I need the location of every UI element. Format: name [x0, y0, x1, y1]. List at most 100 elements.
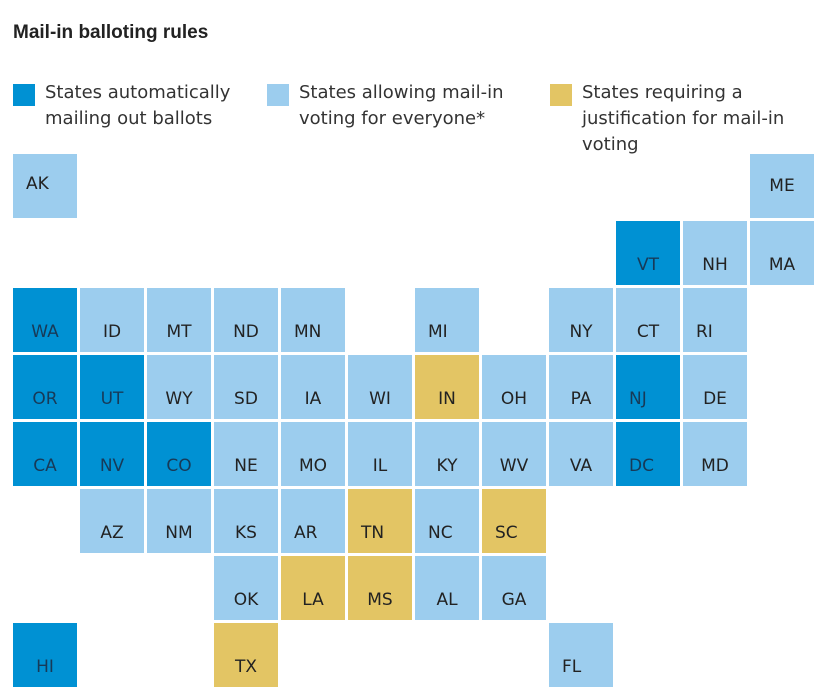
state-label: AL — [436, 590, 458, 610]
state-tile-fl: FL — [549, 623, 613, 687]
state-label: ID — [102, 322, 122, 342]
state-tile-ky: KY — [415, 422, 479, 486]
state-label: OK — [233, 590, 259, 610]
state-label: RI — [696, 322, 713, 342]
legend-justification: States requiring a justification for mai… — [550, 80, 832, 158]
state-label: NY — [569, 322, 593, 342]
state-tile-nc: NC — [415, 489, 479, 553]
state-label: MN — [294, 322, 322, 342]
state-label: KY — [436, 456, 458, 476]
state-tile-or: OR — [13, 355, 77, 419]
state-tile-wi: WI — [348, 355, 412, 419]
state-tile-sd: SD — [214, 355, 278, 419]
state-label: MO — [298, 456, 328, 476]
state-label: WA — [31, 322, 59, 342]
state-tile-ia: IA — [281, 355, 345, 419]
state-tile-sc: SC — [482, 489, 546, 553]
state-tile-nm: NM — [147, 489, 211, 553]
state-tile-oh: OH — [482, 355, 546, 419]
state-label: HI — [36, 657, 54, 677]
state-tile-ne: NE — [214, 422, 278, 486]
legend-swatch-auto — [13, 84, 35, 106]
state-tile-mt: MT — [147, 288, 211, 352]
state-label: UT — [100, 389, 124, 409]
legend-allowing: States allowing mail-in voting for every… — [267, 80, 534, 132]
state-tile-ks: KS — [214, 489, 278, 553]
state-tile-nv: NV — [80, 422, 144, 486]
state-tile-wy: WY — [147, 355, 211, 419]
legend-swatch-allowing — [267, 84, 289, 106]
state-label: AR — [294, 523, 318, 543]
state-label: MD — [701, 456, 729, 476]
state-tile-dc: DC — [616, 422, 680, 486]
state-label: WV — [499, 456, 529, 476]
state-tile-vt: VT — [616, 221, 680, 285]
state-label: PA — [570, 389, 592, 409]
state-tile-la: LA — [281, 556, 345, 620]
state-tile-mn: MN — [281, 288, 345, 352]
state-label: VA — [569, 456, 593, 476]
state-label: CO — [166, 456, 192, 476]
state-tile-ar: AR — [281, 489, 345, 553]
state-label: DE — [703, 389, 727, 409]
state-tile-il: IL — [348, 422, 412, 486]
state-tile-de: DE — [683, 355, 747, 419]
state-tile-nh: NH — [683, 221, 747, 285]
state-label: NM — [165, 523, 193, 543]
state-label: IA — [304, 389, 322, 409]
state-tile-wa: WA — [13, 288, 77, 352]
legend-label-allowing: States allowing mail-in voting for every… — [299, 82, 504, 129]
state-label: NH — [702, 255, 728, 275]
state-tile-wv: WV — [482, 422, 546, 486]
state-label: OH — [500, 389, 528, 409]
state-label: TX — [234, 657, 258, 677]
state-tile-mo: MO — [281, 422, 345, 486]
state-tile-me: ME — [750, 154, 814, 218]
state-label: NC — [428, 523, 453, 543]
state-tile-nd: ND — [214, 288, 278, 352]
state-tile-tx: TX — [214, 623, 278, 687]
state-label: AZ — [100, 523, 124, 543]
state-label: MI — [428, 322, 448, 342]
map-title: Mail-in balloting rules — [13, 22, 209, 43]
state-label: IL — [372, 456, 388, 476]
state-label: GA — [501, 590, 527, 610]
state-label: VT — [636, 255, 659, 275]
state-tile-al: AL — [415, 556, 479, 620]
legend-label-justification: States requiring a justification for mai… — [582, 82, 785, 155]
state-tile-ma: MA — [750, 221, 814, 285]
state-label: CT — [636, 322, 660, 342]
state-tile-pa: PA — [549, 355, 613, 419]
state-tile-ri: RI — [683, 288, 747, 352]
state-tile-ut: UT — [80, 355, 144, 419]
state-label: NJ — [629, 389, 647, 409]
state-tile-ms: MS — [348, 556, 412, 620]
state-label: MT — [166, 322, 192, 342]
state-tile-az: AZ — [80, 489, 144, 553]
state-label: ND — [233, 322, 259, 342]
state-label: NE — [234, 456, 258, 476]
state-tile-ak: AK — [13, 154, 77, 218]
state-tile-nj: NJ — [616, 355, 680, 419]
state-label: MA — [768, 255, 796, 275]
state-tile-ct: CT — [616, 288, 680, 352]
legend-auto: States automatically mailing out ballots — [13, 80, 270, 132]
state-label: NV — [99, 456, 125, 476]
state-tile-ga: GA — [482, 556, 546, 620]
state-tile-mi: MI — [415, 288, 479, 352]
state-tile-in: IN — [415, 355, 479, 419]
state-tile-ok: OK — [214, 556, 278, 620]
state-tile-md: MD — [683, 422, 747, 486]
state-label: SC — [495, 523, 518, 543]
state-label: WY — [165, 389, 193, 409]
state-tile-ca: CA — [13, 422, 77, 486]
state-label: TN — [361, 523, 385, 543]
state-label: SD — [234, 389, 258, 409]
state-label: DC — [629, 456, 654, 476]
state-label: IN — [438, 389, 456, 409]
legend-swatch-justification — [550, 84, 572, 106]
state-tile-hi: HI — [13, 623, 77, 687]
state-tile-va: VA — [549, 422, 613, 486]
state-label: MS — [367, 590, 393, 610]
